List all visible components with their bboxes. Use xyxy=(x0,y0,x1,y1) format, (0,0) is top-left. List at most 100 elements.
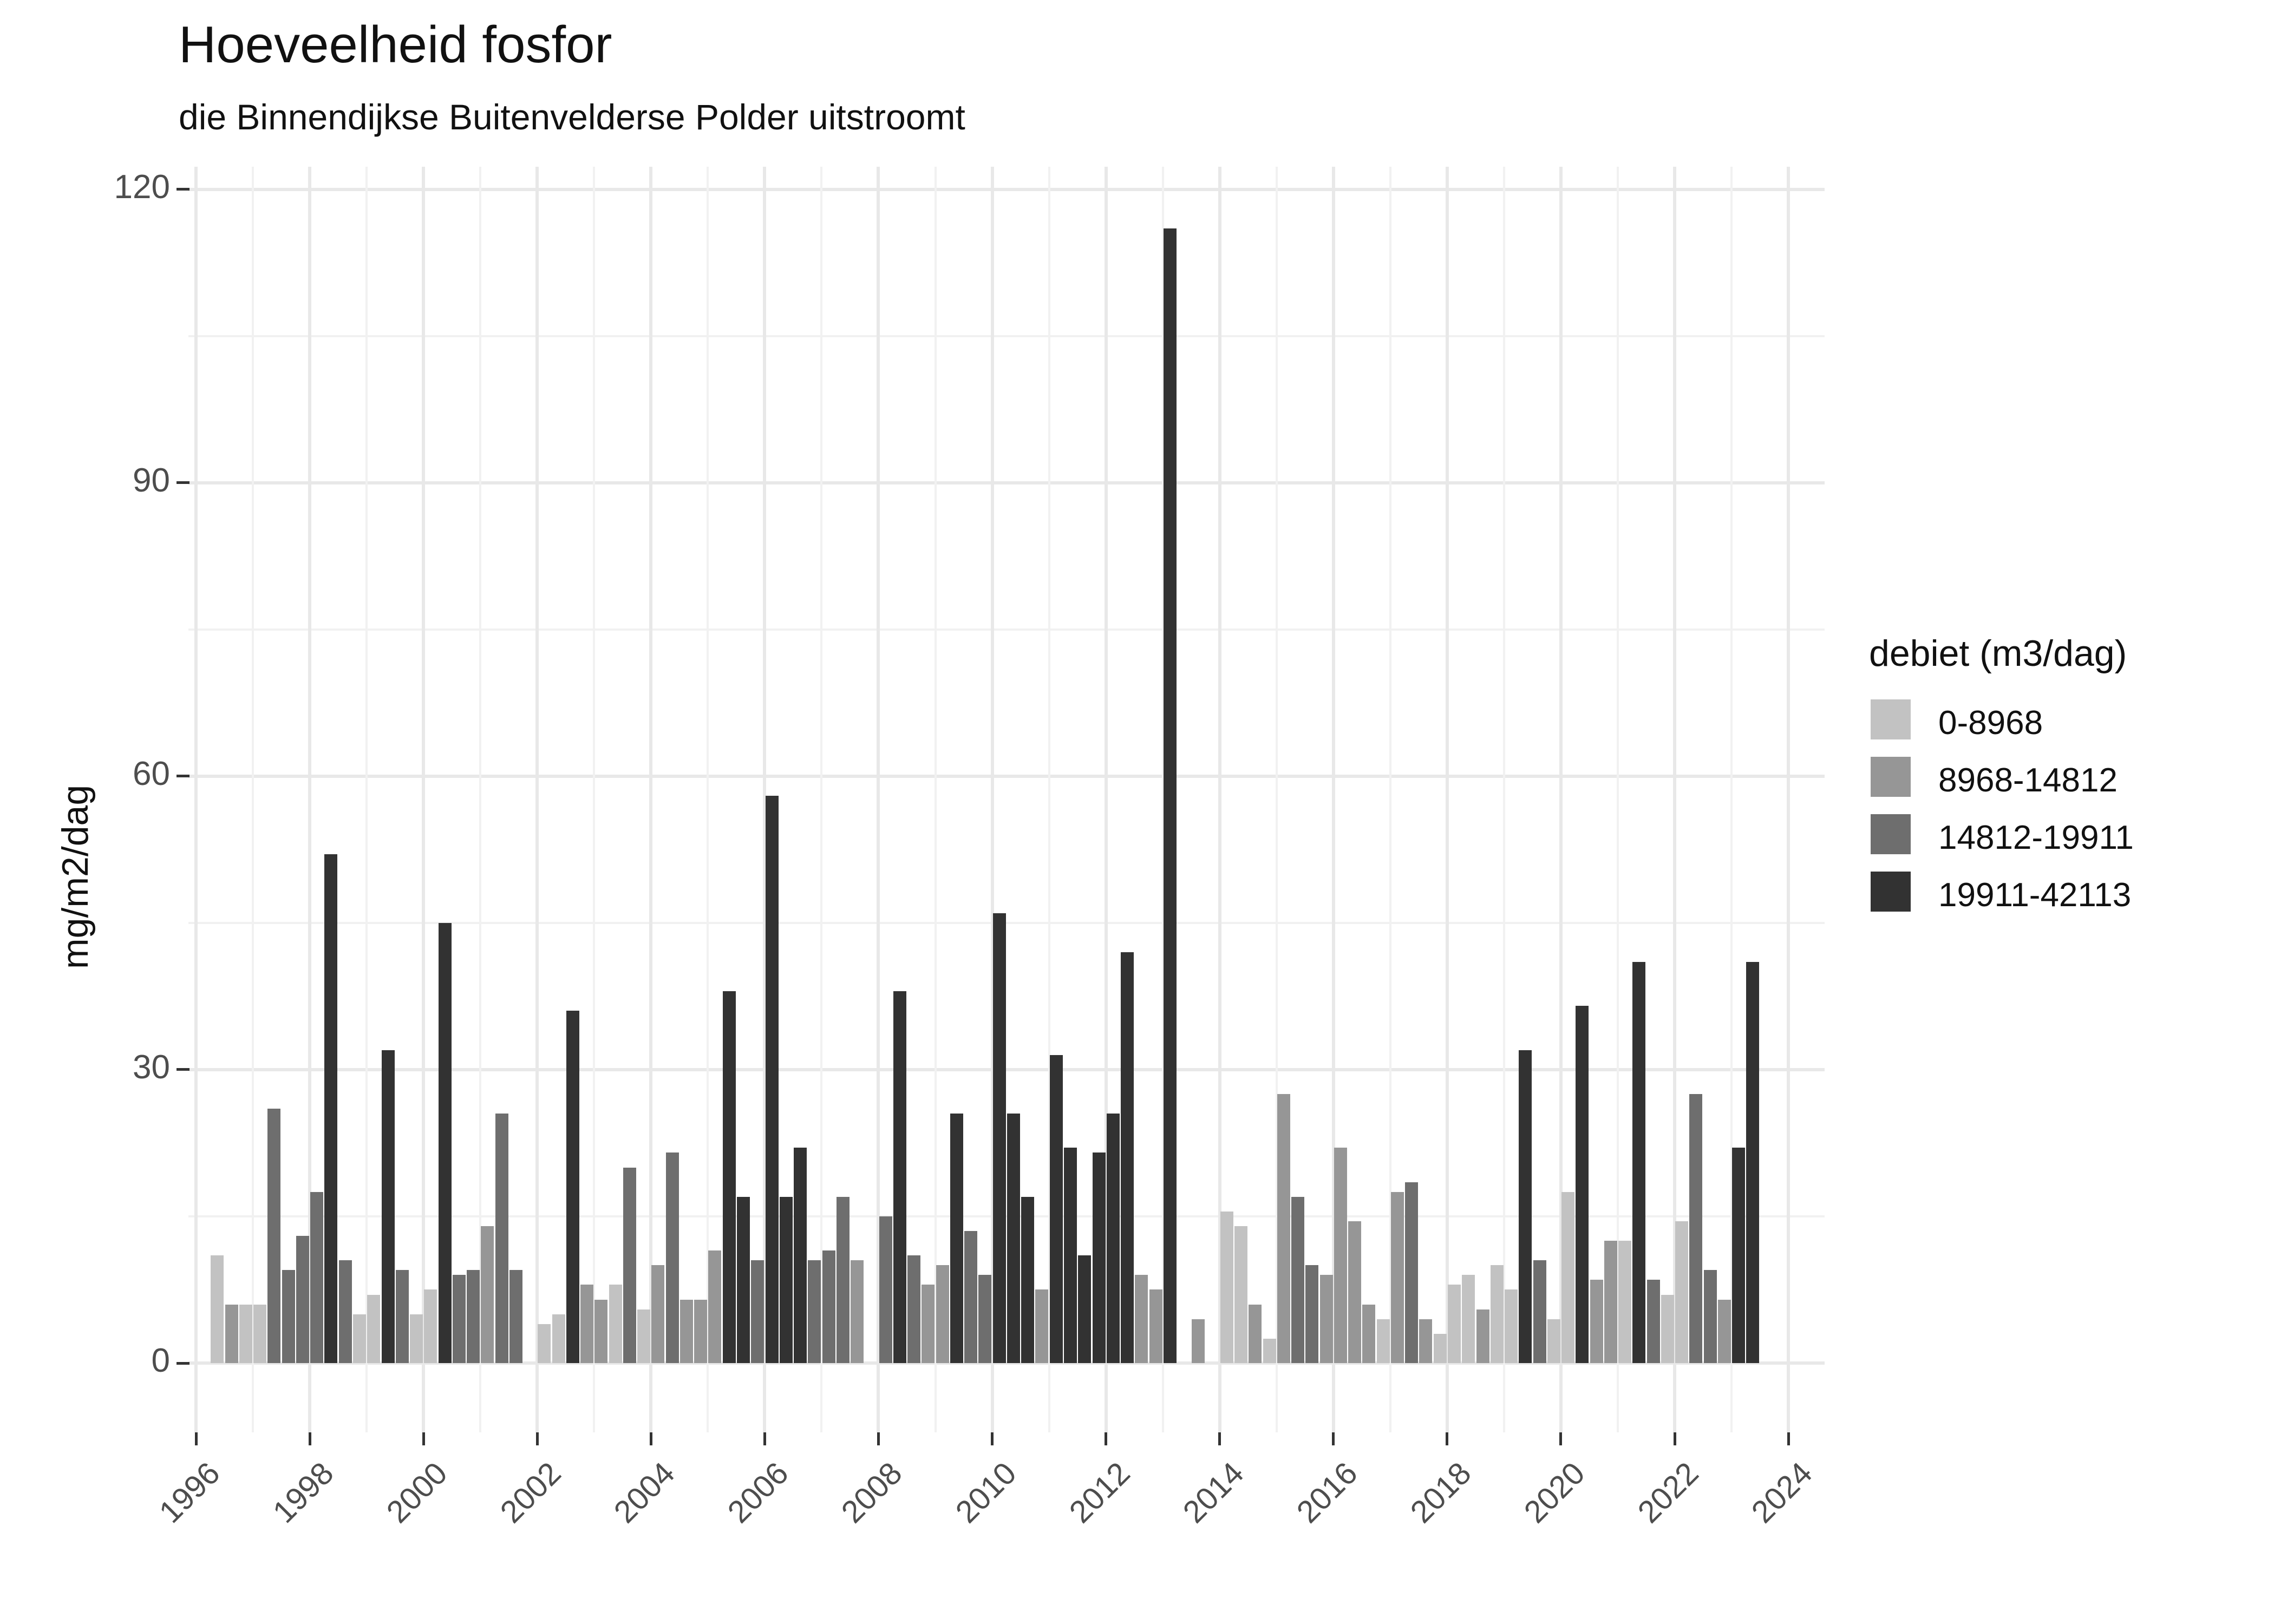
bar-2002-q4 xyxy=(580,1285,594,1363)
x-gridline-minor xyxy=(365,167,368,1432)
legend-swatch-8968-14812 xyxy=(1871,757,1911,797)
bar-1998-q1 xyxy=(310,1191,324,1363)
x-gridline-minor xyxy=(1275,167,1278,1432)
x-gridline-minor xyxy=(1502,167,1505,1432)
bar-2022-q2 xyxy=(1689,1094,1703,1363)
bar-2000-q4 xyxy=(467,1270,480,1363)
y-tick-label-120: 120 xyxy=(114,168,170,206)
y-tick-90 xyxy=(177,481,190,484)
bar-2023-q1 xyxy=(1732,1148,1746,1363)
bar-2008-q1 xyxy=(879,1216,892,1363)
bar-2008-q3 xyxy=(907,1255,921,1363)
bar-2021-q1 xyxy=(1618,1241,1632,1363)
bar-2014-q4 xyxy=(1263,1338,1276,1363)
x-tick-2002 xyxy=(535,1432,539,1445)
bar-2018-q2 xyxy=(1462,1275,1475,1363)
y-gridline-major xyxy=(188,481,1825,484)
x-tick-2004 xyxy=(649,1432,652,1445)
bar-2013-q3 xyxy=(1192,1319,1205,1363)
x-tick-2014 xyxy=(1218,1432,1221,1445)
bar-2016-q4 xyxy=(1376,1319,1390,1363)
bar-2004-q3 xyxy=(679,1299,693,1363)
bar-2006-q4 xyxy=(808,1260,821,1363)
x-tick-2018 xyxy=(1446,1432,1449,1445)
chart-title: Hoeveelheid fosfor xyxy=(179,16,612,74)
bar-2001-q2 xyxy=(495,1114,508,1363)
bar-2009-q1 xyxy=(936,1265,949,1363)
y-gridline-major xyxy=(188,774,1825,778)
y-gridline-major xyxy=(188,187,1825,191)
bar-2021-q2 xyxy=(1632,962,1646,1363)
y-gridline-minor xyxy=(188,1215,1825,1217)
bar-1999-q3 xyxy=(395,1270,409,1363)
x-gridline-major xyxy=(649,167,653,1432)
bar-2017-q3 xyxy=(1419,1319,1433,1363)
x-gridline-minor xyxy=(820,167,823,1432)
x-gridline-major xyxy=(1673,167,1677,1432)
bar-2003-q3 xyxy=(623,1167,636,1363)
bar-2006-q2 xyxy=(779,1196,793,1363)
bar-1999-q1 xyxy=(367,1294,381,1363)
bar-2009-q3 xyxy=(964,1231,978,1363)
bar-2007-q2 xyxy=(836,1196,850,1363)
bar-2019-q2 xyxy=(1519,1050,1532,1363)
x-tick-1998 xyxy=(308,1432,311,1445)
bar-2015-q3 xyxy=(1305,1265,1319,1363)
bar-2008-q2 xyxy=(893,991,906,1363)
bar-2012-q1 xyxy=(1106,1114,1120,1363)
x-gridline-minor xyxy=(1161,167,1164,1432)
x-gridline-major xyxy=(990,167,994,1432)
bar-2002-q1 xyxy=(538,1324,551,1363)
bar-2021-q4 xyxy=(1661,1294,1674,1363)
bar-2004-q2 xyxy=(665,1152,679,1363)
bar-2022-q3 xyxy=(1703,1270,1717,1363)
bar-2005-q1 xyxy=(708,1250,722,1363)
x-tick-2012 xyxy=(1105,1432,1108,1445)
y-gridline-minor xyxy=(188,628,1825,631)
bar-2000-q2 xyxy=(438,922,452,1363)
bar-2001-q1 xyxy=(481,1226,494,1363)
bar-2021-q3 xyxy=(1646,1280,1660,1363)
bar-2002-q3 xyxy=(566,1011,579,1363)
bar-1998-q4 xyxy=(352,1314,366,1363)
y-tick-60 xyxy=(177,775,190,778)
bar-2023-q2 xyxy=(1746,962,1760,1363)
x-tick-2006 xyxy=(763,1432,766,1445)
bar-1997-q3 xyxy=(282,1270,295,1363)
y-tick-label-0: 0 xyxy=(151,1342,170,1379)
bar-2007-q3 xyxy=(851,1260,864,1363)
y-tick-label-30: 30 xyxy=(133,1048,170,1086)
bar-2014-q3 xyxy=(1249,1304,1262,1363)
bar-1996-q2 xyxy=(211,1255,224,1363)
chart-subtitle: die Binnendijkse Buitenvelderse Polder u… xyxy=(179,97,965,137)
x-tick-2000 xyxy=(422,1432,425,1445)
bar-2010-q4 xyxy=(1035,1289,1049,1363)
y-tick-label-60: 60 xyxy=(133,755,170,793)
legend-swatch-0-8968 xyxy=(1871,699,1911,739)
bar-2018-q3 xyxy=(1476,1309,1489,1363)
bar-2003-q2 xyxy=(609,1285,622,1363)
bar-2020-q1 xyxy=(1561,1191,1575,1363)
x-gridline-minor xyxy=(593,167,596,1432)
y-gridline-major xyxy=(188,1068,1825,1071)
bar-2010-q3 xyxy=(1021,1196,1035,1363)
x-tick-2008 xyxy=(877,1432,880,1445)
legend-label-8968-14812: 8968-14812 xyxy=(1938,762,2118,799)
bar-1997-q1 xyxy=(253,1304,267,1363)
bar-1997-q2 xyxy=(267,1109,281,1363)
bar-2014-q1 xyxy=(1220,1211,1233,1363)
bar-2000-q3 xyxy=(452,1275,466,1363)
x-gridline-major xyxy=(194,167,198,1432)
bar-2005-q4 xyxy=(751,1260,764,1363)
bar-2002-q2 xyxy=(552,1314,565,1363)
plot-panel xyxy=(188,167,1825,1432)
legend-swatch-19911-42113 xyxy=(1871,872,1911,912)
bar-2017-q1 xyxy=(1390,1191,1404,1363)
bar-2022-q1 xyxy=(1675,1221,1689,1363)
x-gridline-major xyxy=(763,167,767,1432)
x-gridline-major xyxy=(422,167,426,1432)
bar-1998-q3 xyxy=(338,1260,352,1363)
bar-2016-q3 xyxy=(1362,1304,1376,1363)
bar-2011-q1 xyxy=(1049,1055,1063,1363)
bar-2014-q2 xyxy=(1234,1226,1248,1363)
